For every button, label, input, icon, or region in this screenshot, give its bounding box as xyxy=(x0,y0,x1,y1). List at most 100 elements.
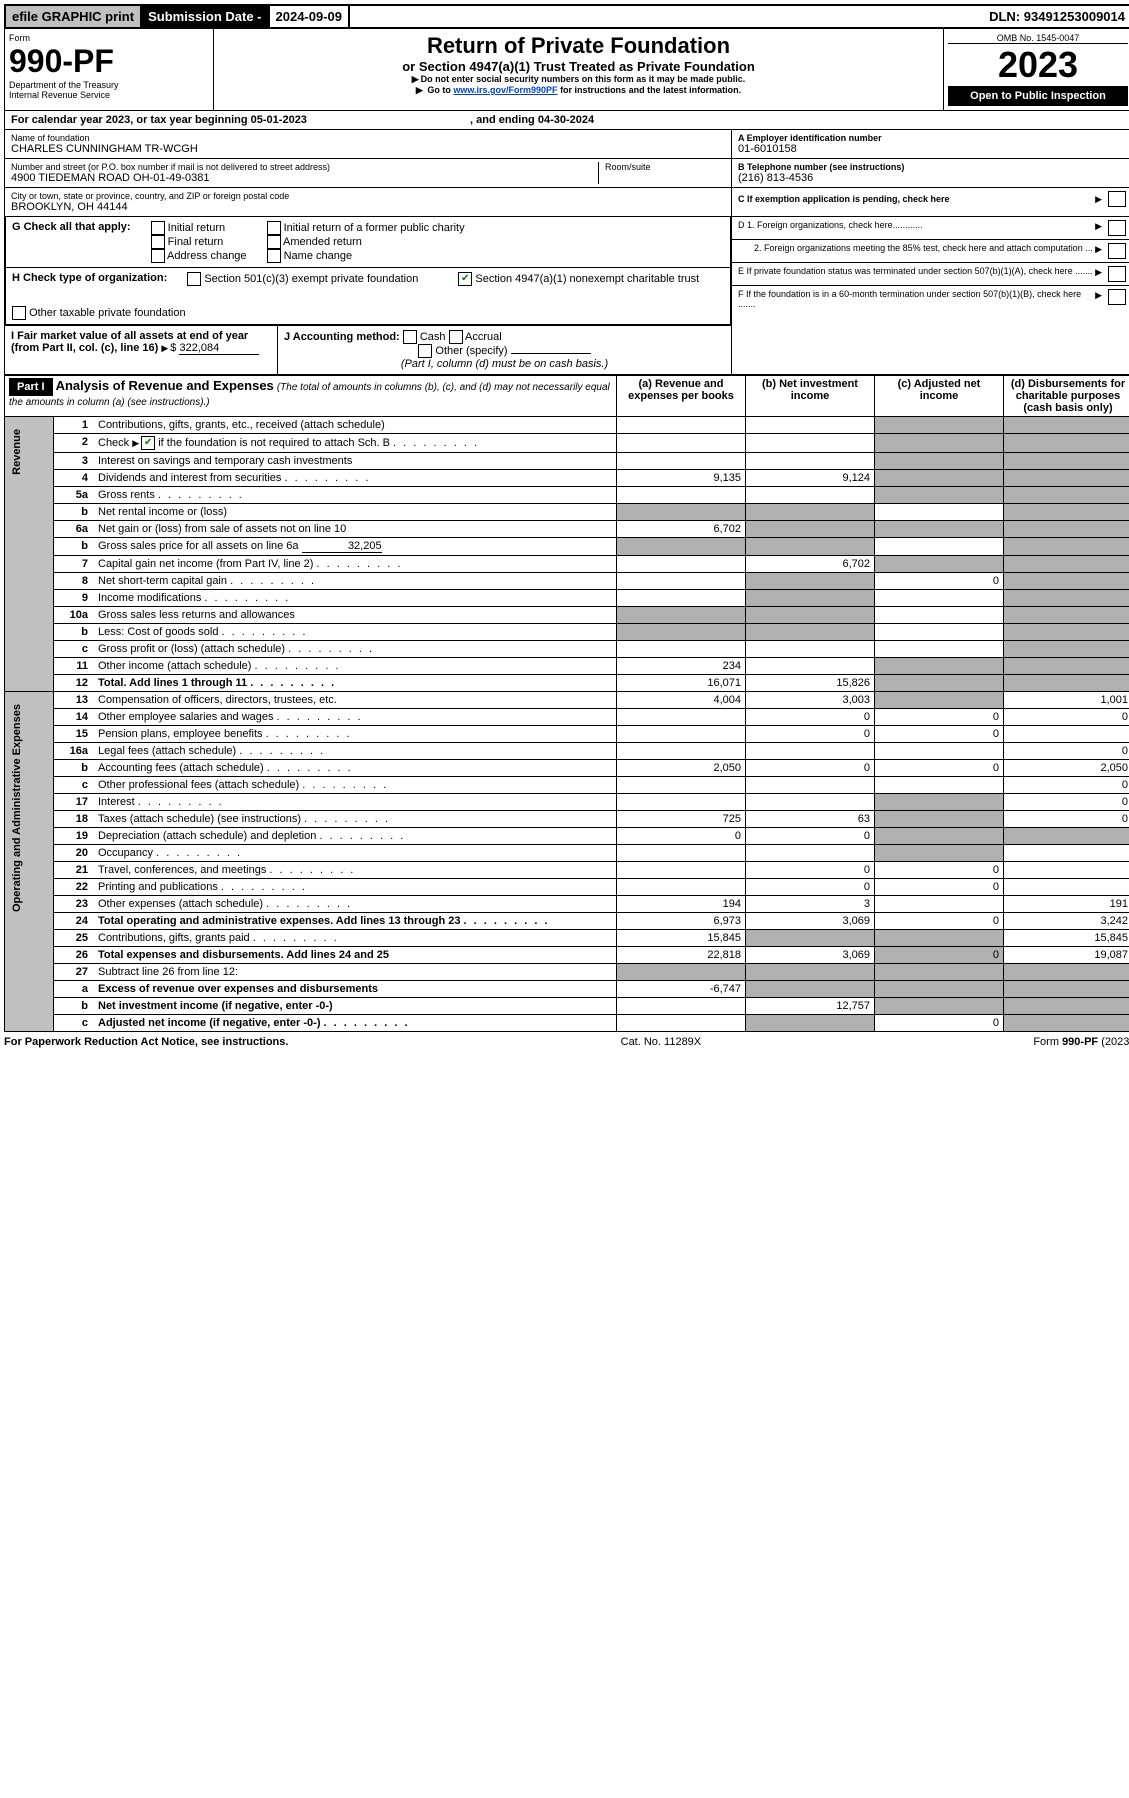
line-11: 11 Other income (attach schedule) 234 xyxy=(5,658,1129,675)
form-title: Return of Private Foundation xyxy=(218,33,939,59)
line-4: 4 Dividends and interest from securities… xyxy=(5,470,1129,487)
street-address: 4900 TIEDEMAN ROAD OH-01-49-0381 xyxy=(11,172,598,184)
irs: Internal Revenue Service xyxy=(9,90,209,100)
line-23: 23 Other expenses (attach schedule) 194 … xyxy=(5,896,1129,913)
line-2: 2 Check ✔ if the foundation is not requi… xyxy=(5,434,1129,453)
footer-right: Form 990-PF (2023) xyxy=(1033,1036,1129,1048)
top-bar: efile GRAPHIC print Submission Date - 20… xyxy=(4,4,1129,29)
g-label: G Check all that apply: xyxy=(12,221,131,233)
f-checkbox[interactable] xyxy=(1108,289,1126,305)
h-4947a1[interactable]: ✔ xyxy=(458,272,472,286)
line-27a: a Excess of revenue over expenses and di… xyxy=(5,981,1129,998)
c-label: C If exemption application is pending, c… xyxy=(738,194,1095,204)
form-subtitle: or Section 4947(a)(1) Trust Treated as P… xyxy=(218,59,939,74)
line-9: 9 Income modifications xyxy=(5,590,1129,607)
line-27: 27 Subtract line 26 from line 12: xyxy=(5,964,1129,981)
open-inspection: Open to Public Inspection xyxy=(948,86,1128,106)
form-word: Form xyxy=(9,33,209,43)
g-address-change[interactable] xyxy=(151,249,165,263)
submission-date-value: 2024-09-09 xyxy=(270,6,351,27)
line-6b: b Gross sales price for all assets on li… xyxy=(5,538,1129,556)
efile-label[interactable]: efile GRAPHIC print xyxy=(6,6,142,27)
city-state-zip: BROOKLYN, OH 44144 xyxy=(11,201,725,213)
j-label: J Accounting method: xyxy=(284,331,400,343)
line-16c: c Other professional fees (attach schedu… xyxy=(5,777,1129,794)
city-label: City or town, state or province, country… xyxy=(11,191,725,201)
col-c-header: (c) Adjusted net income xyxy=(875,376,1004,417)
d2-checkbox[interactable] xyxy=(1108,243,1126,259)
j-other[interactable] xyxy=(418,344,432,358)
omb: OMB No. 1545-0047 xyxy=(948,33,1128,44)
check-sections: G Check all that apply: Initial return F… xyxy=(4,217,1129,375)
line-18: 18 Taxes (attach schedule) (see instruct… xyxy=(5,811,1129,828)
line-20: 20 Occupancy xyxy=(5,845,1129,862)
c-checkbox[interactable] xyxy=(1108,191,1126,207)
footer-left: For Paperwork Reduction Act Notice, see … xyxy=(4,1036,288,1048)
d2-label: 2. Foreign organizations meeting the 85%… xyxy=(738,243,1095,259)
h-501c3[interactable] xyxy=(187,272,201,286)
line-14: 14 Other employee salaries and wages 0 0… xyxy=(5,709,1129,726)
col-b-header: (b) Net investment income xyxy=(746,376,875,417)
line-24: 24 Total operating and administrative ex… xyxy=(5,913,1129,930)
j-accrual[interactable] xyxy=(449,330,463,344)
dln: DLN: 93491253009014 xyxy=(983,6,1129,27)
g-initial-former[interactable] xyxy=(267,221,281,235)
page-footer: For Paperwork Reduction Act Notice, see … xyxy=(4,1032,1129,1052)
e-checkbox[interactable] xyxy=(1108,266,1126,282)
form990pf-link[interactable]: www.irs.gov/Form990PF xyxy=(453,85,557,95)
line-22: 22 Printing and publications 0 0 xyxy=(5,879,1129,896)
line-10a: 10a Gross sales less returns and allowan… xyxy=(5,607,1129,624)
part1-label: Part I xyxy=(9,378,53,396)
line2-checkbox[interactable]: ✔ xyxy=(141,436,155,450)
line-5a: 5a Gross rents xyxy=(5,487,1129,504)
h-other-taxable[interactable] xyxy=(12,306,26,320)
line-10b: b Less: Cost of goods sold xyxy=(5,624,1129,641)
name-label: Name of foundation xyxy=(11,133,725,143)
line-16b: b Accounting fees (attach schedule) 2,05… xyxy=(5,760,1129,777)
line-7: 7 Capital gain net income (from Part IV,… xyxy=(5,556,1129,573)
room-label: Room/suite xyxy=(605,162,725,172)
note-goto: Go to www.irs.gov/Form990PF for instruct… xyxy=(218,85,939,96)
submission-date-label: Submission Date - xyxy=(142,6,269,27)
g-final-return[interactable] xyxy=(151,235,165,249)
line-16a: 16a Legal fees (attach schedule) 0 xyxy=(5,743,1129,760)
tax-year: 2023 xyxy=(948,44,1128,86)
form-number: 990-PF xyxy=(9,43,209,80)
line-25: 25 Contributions, gifts, grants paid 15,… xyxy=(5,930,1129,947)
line-3: 3 Interest on savings and temporary cash… xyxy=(5,453,1129,470)
j-cash[interactable] xyxy=(403,330,417,344)
line-15: 15 Pension plans, employee benefits 0 0 xyxy=(5,726,1129,743)
dept-treasury: Department of the Treasury xyxy=(9,80,209,90)
d1-label: D 1. Foreign organizations, check here..… xyxy=(738,220,1095,236)
ein-label: A Employer identification number xyxy=(738,133,1126,143)
line-17: 17 Interest 0 xyxy=(5,794,1129,811)
phone-label: B Telephone number (see instructions) xyxy=(738,162,1126,172)
line-27b: b Net investment income (if negative, en… xyxy=(5,998,1129,1015)
addr-label: Number and street (or P.O. box number if… xyxy=(11,162,598,172)
line-19: 19 Depreciation (attach schedule) and de… xyxy=(5,828,1129,845)
form-header: Form 990-PF Department of the Treasury I… xyxy=(4,29,1129,111)
line-6a: 6a Net gain or (loss) from sale of asset… xyxy=(5,521,1129,538)
g-name-change[interactable] xyxy=(267,249,281,263)
footer-mid: Cat. No. 11289X xyxy=(621,1036,702,1048)
i-amount: 322,084 xyxy=(179,342,259,355)
g-amended[interactable] xyxy=(267,235,281,249)
e-label: E If private foundation status was termi… xyxy=(738,266,1095,282)
ein: 01-6010158 xyxy=(738,143,1126,155)
part1-table: Part I Analysis of Revenue and Expenses … xyxy=(4,375,1129,1032)
note-ssn: Do not enter social security numbers on … xyxy=(218,74,939,85)
part1-title: Analysis of Revenue and Expenses xyxy=(56,378,274,393)
f-label: F If the foundation is in a 60-month ter… xyxy=(738,289,1095,309)
revenue-label: Revenue xyxy=(5,417,54,692)
line-26: 26 Total expenses and disbursements. Add… xyxy=(5,947,1129,964)
line-5b: b Net rental income or (loss) xyxy=(5,504,1129,521)
expenses-label: Operating and Administrative Expenses xyxy=(5,692,54,1032)
g-initial-return[interactable] xyxy=(151,221,165,235)
line-8: 8 Net short-term capital gain 0 xyxy=(5,573,1129,590)
j-note: (Part I, column (d) must be on cash basi… xyxy=(284,358,725,370)
line-27c: c Adjusted net income (if negative, ente… xyxy=(5,1015,1129,1032)
col-a-header: (a) Revenue and expenses per books xyxy=(617,376,746,417)
phone: (216) 813-4536 xyxy=(738,172,1126,184)
d1-checkbox[interactable] xyxy=(1108,220,1126,236)
calendar-year-row: For calendar year 2023, or tax year begi… xyxy=(4,111,1129,130)
